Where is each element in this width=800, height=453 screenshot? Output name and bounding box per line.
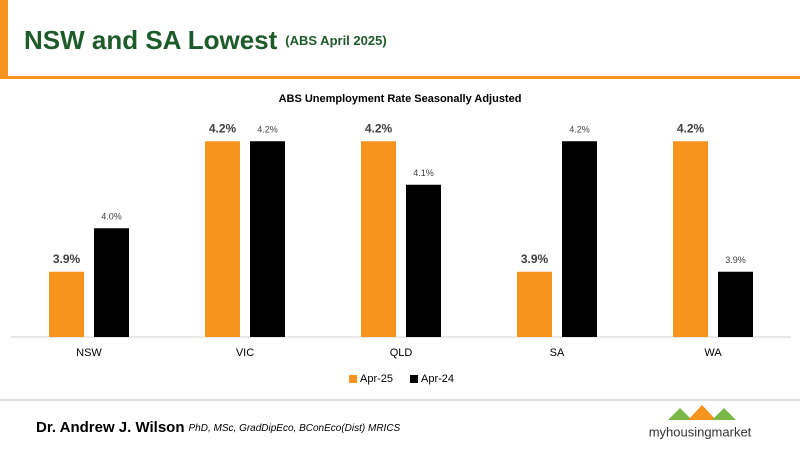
accent-bar xyxy=(0,0,8,78)
data-label: 4.2% xyxy=(677,121,705,135)
x-tick-label: NSW xyxy=(76,347,102,359)
data-label: 3.9% xyxy=(521,252,549,266)
x-tick-label: VIC xyxy=(236,347,254,359)
legend-label: Apr-24 xyxy=(421,373,454,385)
x-tick-label: WA xyxy=(704,347,722,359)
bar xyxy=(673,141,708,337)
logo-house xyxy=(712,408,736,420)
logo-house xyxy=(668,408,692,420)
bar xyxy=(49,271,84,337)
data-label: 4.2% xyxy=(257,125,278,135)
logo-text: myhousingmarket xyxy=(649,424,752,439)
slide-title: NSW and SA Lowest (ABS April 2025) xyxy=(24,25,387,55)
data-label: 3.9% xyxy=(53,252,81,266)
bar xyxy=(517,271,552,337)
header-rule xyxy=(0,76,800,79)
data-label: 4.1% xyxy=(413,168,434,178)
legend-label: Apr-25 xyxy=(360,373,393,385)
data-label: 4.0% xyxy=(101,212,122,222)
chart-title: ABS Unemployment Rate Seasonally Adjuste… xyxy=(279,93,522,105)
legend-swatch xyxy=(349,375,357,383)
data-label: 4.2% xyxy=(365,121,393,135)
bar xyxy=(562,141,597,337)
data-label: 4.2% xyxy=(209,121,237,135)
title-text: NSW and SA Lowest xyxy=(24,25,278,55)
x-tick-label: SA xyxy=(550,347,565,359)
bar xyxy=(406,184,441,337)
legend-swatch xyxy=(410,375,418,383)
bar xyxy=(205,141,240,337)
data-label: 4.2% xyxy=(569,125,590,135)
credentials: PhD, MSc, GradDipEco, BConEco(Dist) MRIC… xyxy=(189,423,401,434)
subtitle-text: (ABS April 2025) xyxy=(285,33,386,48)
bar xyxy=(94,228,129,337)
bar xyxy=(718,271,753,337)
author-name: Dr. Andrew J. Wilson xyxy=(36,419,185,436)
logo: myhousingmarket xyxy=(649,405,752,439)
logo-house xyxy=(688,405,716,420)
author: Dr. Andrew J. Wilson PhD, MSc, GradDipEco… xyxy=(36,419,401,436)
bar xyxy=(250,141,285,337)
x-tick-label: QLD xyxy=(390,347,413,359)
bar xyxy=(361,141,396,337)
data-label: 3.9% xyxy=(725,255,746,265)
